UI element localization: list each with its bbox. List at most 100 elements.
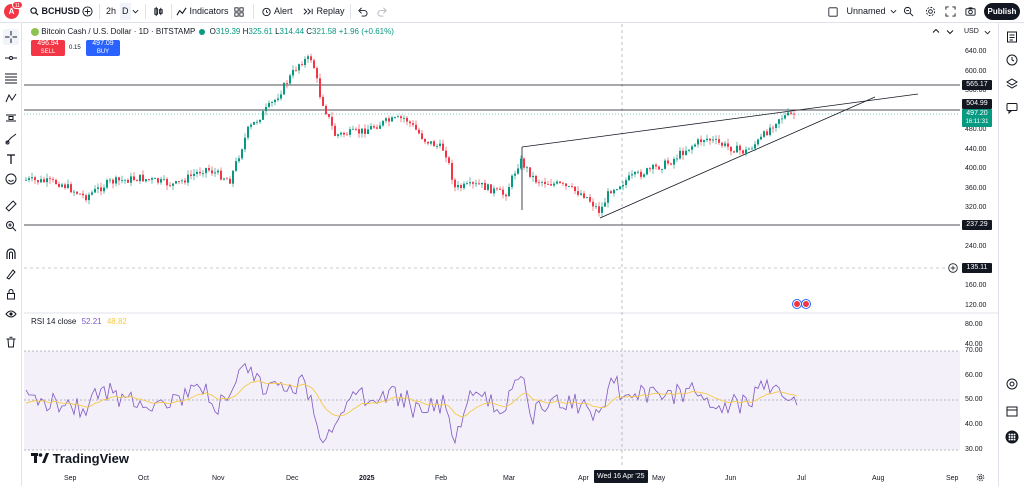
publish-button[interactable]: Publish bbox=[984, 3, 1020, 20]
indicators-icon bbox=[176, 7, 187, 16]
interval-day-button[interactable]: D bbox=[120, 3, 131, 20]
top-toolbar: A 11 BCHUSD 2h D Indicators Alert Replay bbox=[0, 0, 1024, 23]
sell-label: SELL bbox=[40, 49, 56, 55]
fullscreen-button[interactable] bbox=[945, 3, 956, 20]
redo-button[interactable] bbox=[377, 3, 388, 20]
events-markers[interactable] bbox=[792, 299, 811, 309]
candle-body bbox=[784, 115, 786, 119]
candle-body bbox=[484, 182, 486, 190]
keep-drawing-tool[interactable] bbox=[3, 266, 19, 282]
candle-body bbox=[241, 149, 243, 159]
wedge-lower-trendline[interactable] bbox=[599, 96, 876, 219]
buy-button[interactable]: 497.09 BUY bbox=[86, 40, 120, 56]
remove-drawings-tool[interactable] bbox=[3, 334, 19, 350]
magnet-tool[interactable] bbox=[3, 246, 19, 262]
symbol-search[interactable]: BCHUSD bbox=[30, 3, 80, 20]
lock-drawings-tool[interactable] bbox=[3, 286, 19, 302]
candle-body bbox=[382, 120, 384, 126]
rsi-label[interactable]: RSI 14 close bbox=[31, 317, 77, 326]
sell-button[interactable]: 496.94 SELL bbox=[31, 40, 65, 56]
apps-button[interactable] bbox=[1004, 429, 1020, 445]
candle-body bbox=[394, 117, 396, 118]
candle-body bbox=[643, 174, 645, 177]
candle-body bbox=[172, 183, 174, 186]
candle-body bbox=[604, 202, 606, 207]
candle-body bbox=[739, 145, 741, 151]
price-tick-label: 120.00 bbox=[965, 301, 987, 309]
replay-icon bbox=[303, 8, 313, 15]
chart-settings-button[interactable] bbox=[976, 473, 985, 485]
candle-body bbox=[694, 144, 696, 147]
candle-body bbox=[607, 191, 609, 203]
indicators-button[interactable]: Indicators bbox=[176, 3, 229, 20]
currency-label[interactable]: USD bbox=[964, 28, 979, 35]
chat-button[interactable] bbox=[1004, 100, 1020, 116]
candle-body bbox=[139, 174, 141, 182]
candle-body bbox=[331, 116, 333, 126]
candle-body bbox=[217, 170, 219, 173]
zoom-tool[interactable] bbox=[3, 218, 19, 234]
candle-body bbox=[685, 150, 687, 155]
candle-body bbox=[565, 183, 567, 187]
forecast-tool[interactable] bbox=[3, 110, 19, 126]
candle-body bbox=[424, 138, 426, 142]
layout-name-button[interactable]: Unnamed bbox=[828, 3, 897, 20]
candle-body bbox=[70, 184, 72, 193]
candle-body bbox=[280, 94, 282, 99]
watchlist-button[interactable] bbox=[1004, 29, 1020, 45]
rsi-tick-label: 50.00 bbox=[965, 396, 983, 404]
wedge-upper-trendline[interactable] bbox=[521, 93, 919, 148]
data-window-button[interactable] bbox=[1004, 376, 1020, 392]
last-price-tag: 497.20 16:11:31 bbox=[962, 109, 992, 127]
brush-tool[interactable] bbox=[3, 131, 19, 147]
right-sidebar bbox=[998, 23, 1024, 486]
interval-dropdown[interactable] bbox=[132, 3, 139, 20]
chart-type-button[interactable] bbox=[153, 3, 164, 20]
fib-tool[interactable] bbox=[3, 70, 19, 86]
alert-button[interactable]: Alert bbox=[261, 3, 293, 20]
alerts-button[interactable] bbox=[1004, 52, 1020, 68]
layout-grid-button[interactable] bbox=[234, 3, 244, 20]
candle-body bbox=[151, 178, 153, 180]
time-tick-label: Feb bbox=[435, 475, 448, 482]
candle-body bbox=[754, 144, 756, 149]
object-tree-button[interactable] bbox=[1004, 76, 1020, 92]
candle-body bbox=[232, 170, 234, 184]
candle-body bbox=[148, 179, 150, 180]
currency-dropdown[interactable] bbox=[984, 27, 991, 39]
candle-body bbox=[94, 188, 96, 193]
emoji-tool[interactable] bbox=[3, 171, 19, 187]
text-tool[interactable] bbox=[3, 151, 19, 167]
add-alert-button[interactable] bbox=[948, 263, 958, 273]
forecast-icon bbox=[6, 114, 16, 122]
undo-button[interactable] bbox=[357, 3, 368, 20]
rsi-line bbox=[25, 362, 798, 445]
measure-tool[interactable] bbox=[3, 198, 19, 214]
replay-button[interactable]: Replay bbox=[303, 3, 345, 20]
compare-symbol-button[interactable] bbox=[82, 3, 93, 20]
hide-drawings-tool[interactable] bbox=[3, 306, 19, 322]
candle-body bbox=[313, 60, 315, 69]
tradingview-watermark[interactable]: TradingView bbox=[31, 451, 129, 466]
pane-collapse-button[interactable] bbox=[932, 27, 940, 37]
candle-body bbox=[262, 111, 264, 120]
quick-search-button[interactable] bbox=[903, 3, 914, 20]
pattern-tool[interactable] bbox=[3, 90, 19, 106]
legend-title[interactable]: Bitcoin Cash / U.S. Dollar · 1D · BITSTA… bbox=[41, 27, 196, 36]
pane-maximize-button[interactable] bbox=[946, 27, 954, 39]
candle-body bbox=[490, 184, 492, 194]
crosshair-date-tag: Wed 16 Apr '25 bbox=[594, 470, 648, 483]
candle-body bbox=[430, 141, 432, 144]
candle-body bbox=[442, 143, 444, 151]
interval-button[interactable]: 2h bbox=[106, 6, 117, 16]
crosshair-tool[interactable] bbox=[3, 29, 19, 45]
quick-search-icon bbox=[903, 7, 914, 17]
snapshot-button[interactable] bbox=[965, 3, 976, 20]
settings-button[interactable] bbox=[925, 3, 936, 20]
candle-body bbox=[100, 187, 102, 192]
trend-line-tool[interactable] bbox=[3, 50, 19, 66]
candle-body bbox=[121, 180, 123, 181]
calendar-button[interactable] bbox=[1004, 403, 1020, 419]
apps-grid-icon bbox=[1005, 430, 1019, 444]
